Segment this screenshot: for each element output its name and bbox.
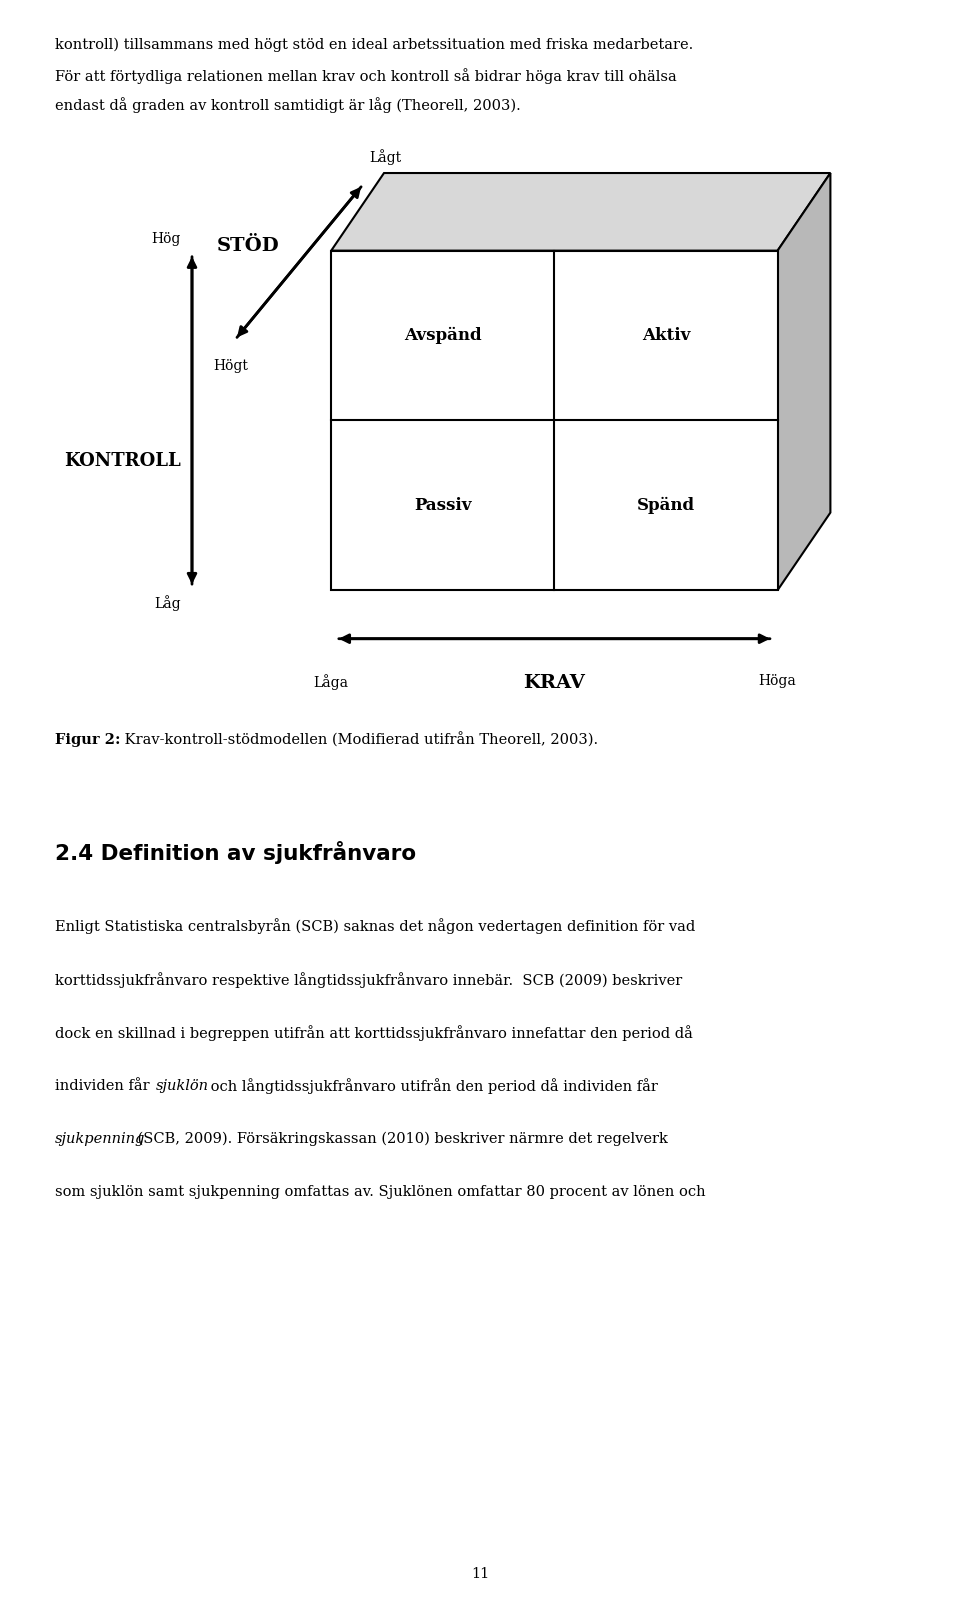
Text: Aktiv: Aktiv <box>642 327 690 344</box>
Text: KRAV: KRAV <box>523 674 586 692</box>
Text: Avspänd: Avspänd <box>404 327 482 344</box>
Text: sjuklön: sjuklön <box>156 1079 208 1093</box>
Polygon shape <box>331 173 830 251</box>
Text: sjukpenning: sjukpenning <box>55 1132 145 1146</box>
Text: 11: 11 <box>470 1567 490 1581</box>
Text: och långtidssjukfrånvaro utifrån den period då individen får: och långtidssjukfrånvaro utifrån den per… <box>206 1079 659 1095</box>
Text: Hög: Hög <box>151 231 180 246</box>
Text: som sjuklön samt sjukpenning omfattas av. Sjuklönen omfattar 80 procent av lönen: som sjuklön samt sjukpenning omfattas av… <box>55 1185 706 1200</box>
Text: Figur 2:: Figur 2: <box>55 733 120 747</box>
Text: Högt: Högt <box>213 359 248 374</box>
Text: endast då graden av kontroll samtidigt är låg (Theorell, 2003).: endast då graden av kontroll samtidigt ä… <box>55 97 520 113</box>
Text: 2.4 Definition av sjukfrånvaro: 2.4 Definition av sjukfrånvaro <box>55 841 416 863</box>
Polygon shape <box>778 173 830 590</box>
Text: Låg: Låg <box>154 595 180 611</box>
Text: Krav-kontroll-stödmodellen (Modifierad utifrån Theorell, 2003).: Krav-kontroll-stödmodellen (Modifierad u… <box>120 733 598 747</box>
Text: (SCB, 2009). Försäkringskassan (2010) beskriver närmre det regelverk: (SCB, 2009). Försäkringskassan (2010) be… <box>133 1132 668 1146</box>
Text: individen får: individen får <box>55 1079 154 1093</box>
Text: Höga: Höga <box>758 674 797 689</box>
Polygon shape <box>331 251 778 590</box>
Text: dock en skillnad i begreppen utifrån att korttidssjukfrånvaro innefattar den per: dock en skillnad i begreppen utifrån att… <box>55 1025 692 1041</box>
Text: För att förtydliga relationen mellan krav och kontroll så bidrar höga krav till : För att förtydliga relationen mellan kra… <box>55 68 677 84</box>
Text: kontroll) tillsammans med högt stöd en ideal arbetssituation med friska medarbet: kontroll) tillsammans med högt stöd en i… <box>55 37 693 52</box>
Text: Spänd: Spänd <box>636 496 695 514</box>
Text: Enligt Statistiska centralsbyrån (SCB) saknas det någon vedertagen definition fö: Enligt Statistiska centralsbyrån (SCB) s… <box>55 918 695 935</box>
Text: Låga: Låga <box>314 674 348 690</box>
Text: Lågt: Lågt <box>370 149 401 165</box>
Text: KONTROLL: KONTROLL <box>63 451 180 471</box>
Text: korttidssjukfrånvaro respektive långtidssjukfrånvaro innebär.  SCB (2009) beskri: korttidssjukfrånvaro respektive långtids… <box>55 972 682 988</box>
Text: Passiv: Passiv <box>414 496 471 514</box>
Text: STÖD: STÖD <box>217 238 280 255</box>
